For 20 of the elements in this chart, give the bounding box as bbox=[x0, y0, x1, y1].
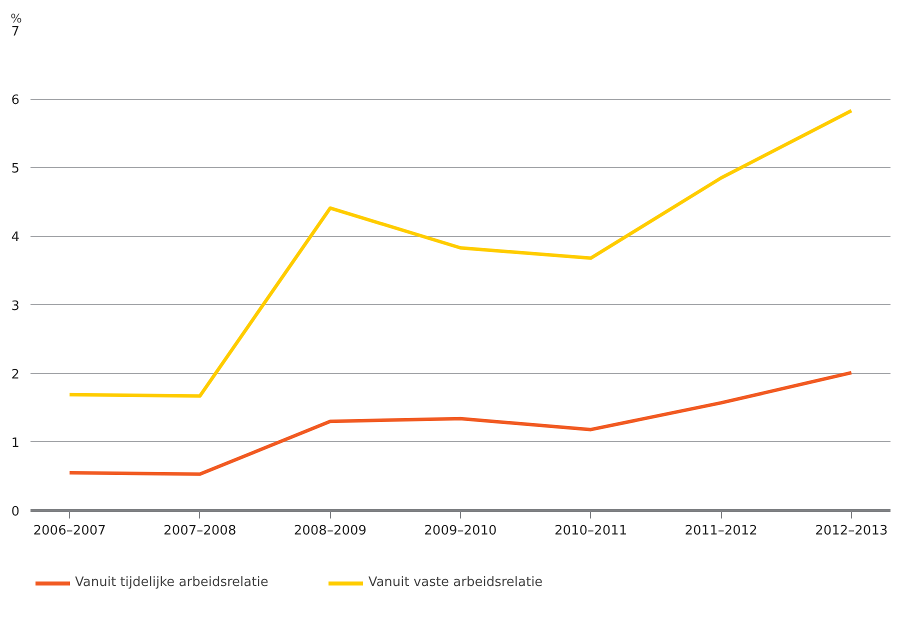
x-tick-label: 2008–2009 bbox=[294, 524, 367, 538]
y-tick-label: 0 bbox=[11, 504, 20, 520]
legend-label: Vanuit tijdelijke arbeidsrelatie bbox=[75, 575, 268, 590]
y-tick-label: 7 bbox=[11, 24, 20, 40]
y-tick-label: 6 bbox=[11, 93, 20, 108]
y-tick-label: 3 bbox=[11, 298, 20, 314]
y-tick-label: 1 bbox=[11, 436, 20, 451]
line-series bbox=[68, 370, 854, 476]
x-tick-label: 2006–2007 bbox=[33, 524, 106, 538]
line-series bbox=[68, 108, 854, 398]
y-tick-label: 2 bbox=[11, 367, 20, 382]
x-tick-label: 2007–2008 bbox=[164, 524, 236, 538]
x-tick-label: 2012–2013 bbox=[815, 524, 888, 538]
x-tick-label: 2009–2010 bbox=[424, 524, 497, 538]
x-tick-label: 2010–2011 bbox=[554, 524, 628, 538]
x-tick-label: 2011–2012 bbox=[684, 524, 758, 538]
y-tick-label: 5 bbox=[11, 162, 20, 177]
y-tick-label: 4 bbox=[11, 230, 20, 246]
y-axis-title: % bbox=[10, 12, 22, 26]
legend-label: Vanuit vaste arbeidsrelatie bbox=[368, 575, 543, 590]
